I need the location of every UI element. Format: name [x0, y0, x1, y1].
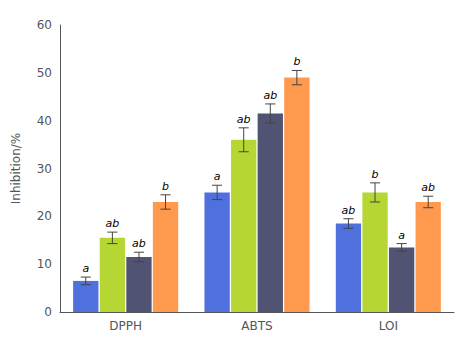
- svg-text:40: 40: [37, 114, 52, 128]
- svg-text:DPPH: DPPH: [109, 319, 142, 333]
- svg-text:a: a: [398, 229, 405, 242]
- svg-text:ABTS: ABTS: [241, 319, 272, 333]
- svg-text:a: a: [214, 170, 221, 183]
- svg-text:ab: ab: [421, 181, 435, 194]
- svg-text:ab: ab: [106, 217, 120, 230]
- svg-text:a: a: [82, 262, 89, 275]
- svg-text:0: 0: [44, 305, 52, 319]
- svg-text:10: 10: [37, 257, 52, 271]
- svg-text:LOI: LOI: [379, 319, 398, 333]
- svg-text:20: 20: [37, 209, 52, 223]
- svg-text:30: 30: [37, 162, 52, 176]
- svg-text:ab: ab: [132, 237, 146, 250]
- svg-text:60: 60: [37, 18, 52, 32]
- svg-text:Inhibition/%: Inhibition/%: [9, 133, 23, 204]
- svg-text:b: b: [372, 168, 379, 181]
- svg-text:b: b: [162, 180, 169, 193]
- svg-text:ab: ab: [342, 204, 356, 217]
- svg-text:ab: ab: [237, 113, 251, 126]
- svg-text:b: b: [293, 55, 300, 68]
- svg-text:ab: ab: [263, 89, 277, 102]
- svg-text:50: 50: [37, 66, 52, 80]
